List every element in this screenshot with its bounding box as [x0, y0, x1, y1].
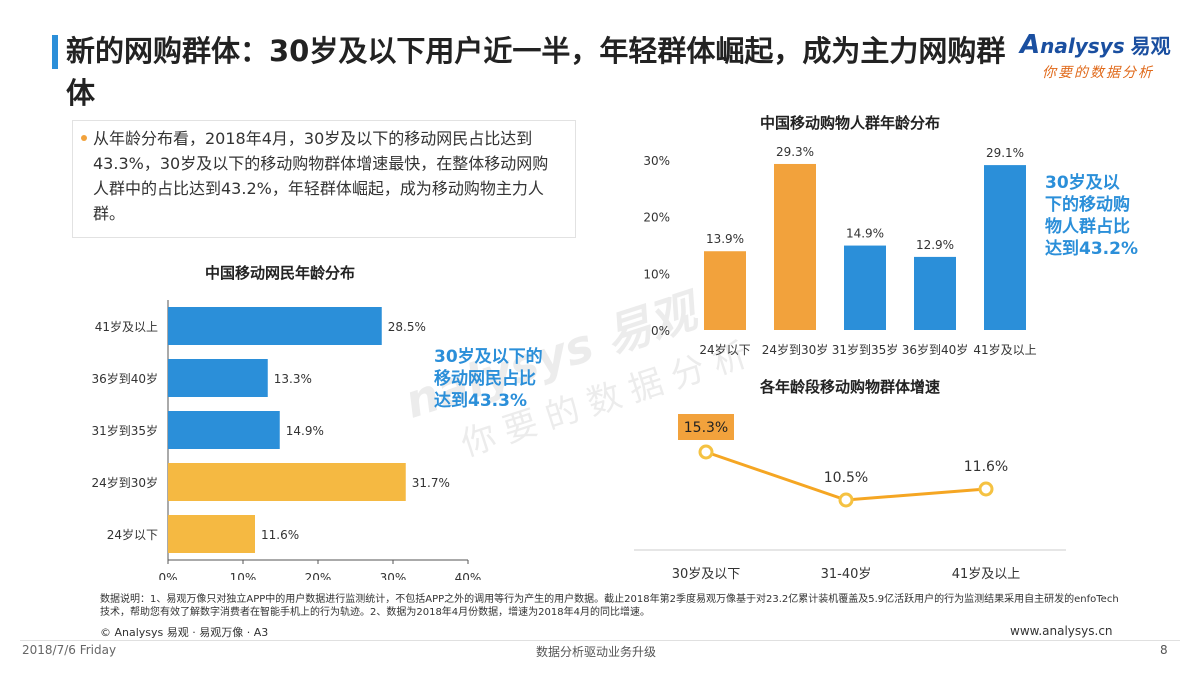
chart1-x-tick-label: 20% [305, 571, 332, 580]
chart1-callout: 30岁及以下的 移动网民占比 达到43.3% [434, 346, 543, 412]
chart3-line: 15.3% 30岁及以下 10.5% 31-40岁 11.6% 41岁及以上 [634, 414, 1066, 582]
chart3-point [698, 444, 714, 460]
chart1-x-tick-label: 0% [158, 571, 177, 580]
chart2-y-tick-label: 20% [643, 211, 670, 225]
chart1-callout-line: 达到43.3% [434, 391, 527, 411]
chart2-value-label: 14.9% [846, 227, 884, 241]
chart2-y-tick-label: 30% [643, 154, 670, 168]
chart1-bar [168, 359, 268, 397]
chart3-point [838, 492, 854, 508]
chart1-value-label: 13.3% [274, 372, 312, 386]
chart1-bar [168, 515, 255, 553]
chart1-value-label: 28.5% [388, 320, 426, 334]
chart2-bar [914, 256, 956, 330]
page-number: 8 [1160, 643, 1168, 657]
chart2-category-label: 31岁到35岁 [832, 342, 899, 357]
chart2-y-tick-label: 0% [651, 324, 670, 338]
logo-letter: A [1020, 30, 1041, 60]
footer-slogan: 数据分析驱动业务升级 [536, 645, 657, 659]
chart3-highlight-box [678, 414, 734, 440]
chart2-bar [984, 165, 1026, 330]
chart2-value-label: 13.9% [706, 232, 744, 246]
chart1-callout-line: 移动网民占比 [434, 369, 536, 389]
data-footnote: 数据说明：1、易观万像只对独立APP中的用户数据进行监测统计，不包括APP之外的… [100, 594, 1119, 618]
bullet-dot-icon [81, 135, 87, 141]
chart2-y-tick-label: 10% [643, 267, 670, 281]
chart1-bar [168, 463, 406, 501]
chart2-callout-line: 下的移动购 [1045, 195, 1130, 215]
chart1-x-tick-label: 30% [380, 571, 407, 580]
logo-brand: nalysys [1040, 34, 1125, 58]
chart3-point [978, 481, 994, 497]
chart3-category-label: 41岁及以上 [952, 567, 1021, 582]
chart1-category-label: 24岁到30岁 [91, 475, 158, 490]
chart2-vertical-bar: 0% 10% 20% 30% 13.9% 24岁以下 29.3% 24岁到30岁 14.9% 31… [643, 145, 1036, 357]
page-title: 新的网购群体：30岁及以下用户近一半，年轻群体崛起，成为主力网购群体 [66, 34, 1006, 110]
analysys-logo: Analysys 易观 你要的数据分析 [1020, 30, 1190, 81]
chart2-category-label: 41岁及以上 [973, 342, 1036, 357]
chart1-x-tick-label: 40% [455, 571, 482, 580]
chart1-value-label: 14.9% [286, 424, 324, 438]
footer-divider [20, 640, 1180, 641]
chart2-category-label: 36岁到40岁 [902, 342, 969, 357]
chart2-value-label: 29.1% [986, 146, 1024, 160]
chart2-value-label: 12.9% [916, 238, 954, 252]
website-link[interactable]: www.analysys.cn [1010, 624, 1113, 638]
chart1-category-label: 31岁到35岁 [91, 423, 158, 438]
chart2-category-label: 24岁以下 [699, 342, 750, 357]
copyright: © Analysys 易观 · 易观万像 · A3 [100, 626, 269, 639]
chart1-title: 中国移动网民年龄分布 [204, 264, 355, 282]
chart1-x-tick-label: 10% [230, 571, 257, 580]
chart2-category-label: 24岁到30岁 [762, 342, 829, 357]
chart2-bar [774, 163, 816, 330]
footer-date: 2018/7/6 Friday [22, 643, 117, 657]
chart2-callout-line: 30岁及以 [1045, 173, 1120, 193]
chart1-callout-line: 30岁及以下的 [434, 347, 543, 367]
chart2-callout-line: 物人群占比 [1045, 217, 1130, 237]
chart1-bar [168, 411, 280, 449]
chart2-value-label: 29.3% [776, 145, 814, 159]
chart2-callout-line: 达到43.2% [1045, 239, 1138, 259]
chart2-callout: 30岁及以 下的移动购 物人群占比 达到43.2% [1045, 172, 1190, 260]
chart3-category-label: 30岁及以下 [672, 567, 741, 582]
chart3-title: 各年龄段移动购物群体增速 [759, 378, 940, 396]
title-accent-bar [52, 35, 58, 69]
chart2-title: 中国移动购物人群年龄分布 [759, 114, 940, 132]
chart2-bar [844, 245, 886, 330]
summary-box: 从年龄分布看，2018年4月，30岁及以下的移动网民占比达到43.3%，30岁及… [72, 120, 576, 238]
chart1-value-label: 31.7% [412, 476, 450, 490]
logo-tagline: 你要的数据分析 [1042, 65, 1154, 81]
chart3-category-label: 31-40岁 [821, 567, 872, 582]
chart1-category-label: 36岁到40岁 [91, 371, 158, 386]
chart3-value-label: 10.5% [824, 470, 868, 486]
chart1-category-label: 24岁以下 [107, 527, 158, 542]
chart1-horizontal-bar: 41岁及以上 28.5% 36岁到40岁 13.3% 31岁到35岁 14.9% 24岁到3… [91, 300, 482, 580]
chart3-value-label: 15.3% [684, 420, 728, 436]
chart2-bar [704, 251, 746, 330]
chart1-bar [168, 307, 382, 345]
chart1-value-label: 11.6% [261, 528, 299, 542]
chart1-category-label: 41岁及以上 [95, 319, 158, 334]
summary-text: 从年龄分布看，2018年4月，30岁及以下的移动网民占比达到43.3%，30岁及… [93, 129, 549, 223]
logo-cn: 易观 [1130, 34, 1171, 58]
chart3-value-label: 11.6% [964, 459, 1008, 475]
